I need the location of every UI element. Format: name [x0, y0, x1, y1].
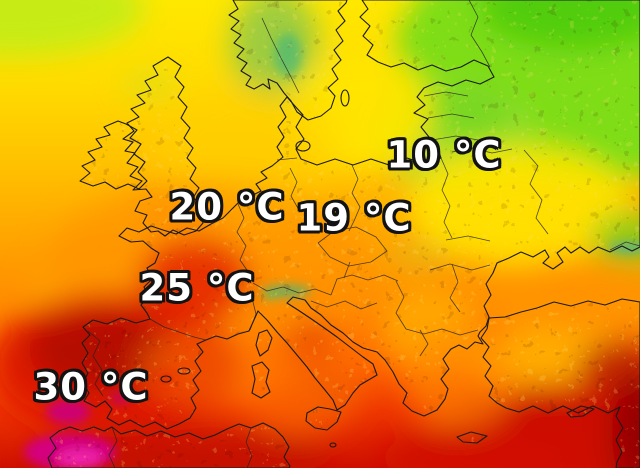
coastline-gotland [340, 89, 350, 107]
coastlines [47, 0, 640, 468]
country-borders [87, 0, 640, 468]
coastline-minorca [160, 375, 172, 383]
coastline-malta [329, 442, 337, 448]
coastline-zealand [295, 140, 311, 152]
coastline-majorca [177, 367, 191, 375]
